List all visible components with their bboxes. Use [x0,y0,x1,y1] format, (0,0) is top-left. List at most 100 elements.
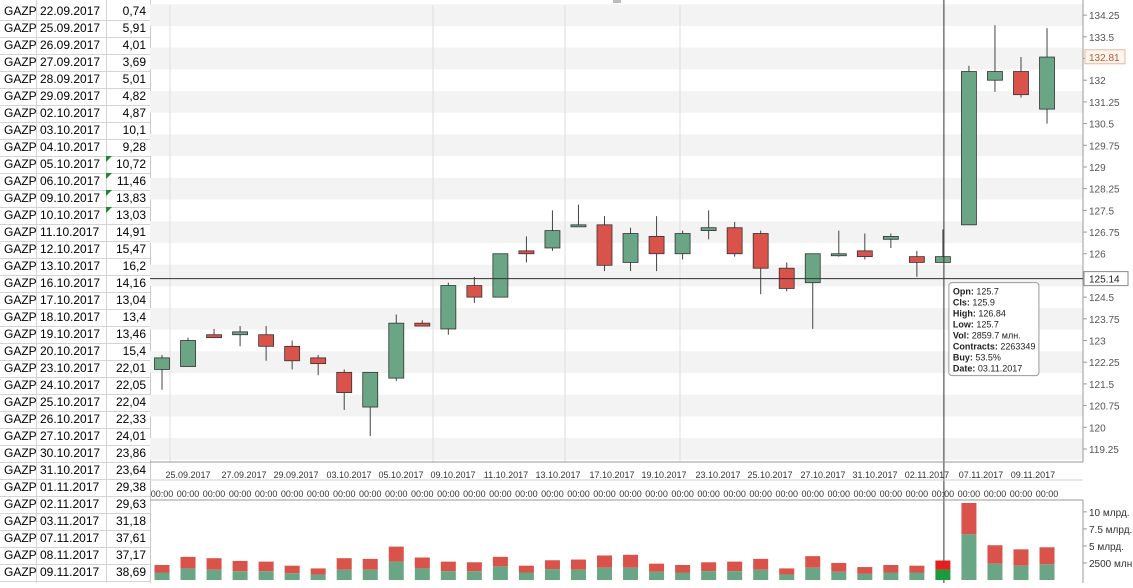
volume-bar-buy [727,571,743,580]
chart-canvas[interactable]: 119.25 120 120.75 121.5 122.25 123 123.75 124.5… [150,0,1133,583]
sheet-row[interactable]: GAZP 26.09.2017 4,01 [0,37,150,55]
sheet-row[interactable]: GAZP 17.10.2017 13,04 [0,292,150,310]
volume-bar-buy [909,572,925,580]
date-cell: 28.09.2017 [40,72,101,86]
ticker-cell: GAZP [4,395,37,409]
volume-bar-buy [388,561,404,580]
sheet-row[interactable]: GAZP 29.09.2017 4,82 [0,88,150,106]
sheet-row[interactable]: GAZP 02.11.2017 29,63 [0,496,150,514]
ticker-cell: GAZP [4,497,37,511]
grid-band [150,438,1083,460]
sheet-row[interactable]: GAZP 03.11.2017 31,18 [0,513,150,531]
time-tick-label: 00:00 [854,489,877,499]
volume-bar-sell [440,561,456,572]
candle-up [492,253,509,298]
volume-bar-buy [570,569,586,580]
candle-down [908,256,925,263]
time-tick-label: 00:00 [828,489,851,499]
volume-bar-sell [701,562,717,572]
ticker-cell: GAZP [4,174,37,188]
sheet-row[interactable]: GAZP 18.10.2017 13,4 [0,309,150,327]
volume-bar-buy [883,572,899,580]
sheet-row[interactable]: GAZP 20.10.2017 15,4 [0,343,150,361]
ticker-cell: GAZP [4,157,37,171]
sheet-row[interactable]: GAZP 30.10.2017 23,86 [0,445,150,463]
candlestick-chart[interactable]: 119.25 120 120.75 121.5 122.25 123 123.75 124.5… [150,0,1133,583]
date-cell: 09.10.2017 [40,191,101,205]
price-tick-label: 133.5 [1089,33,1114,44]
price-tick-label: 123.75 [1089,315,1120,326]
sheet-row[interactable]: GAZP 11.10.2017 14,91 [0,224,150,242]
candle-up [674,233,691,255]
volume-bar-buy [258,571,274,580]
grid-band [150,134,1083,157]
sheet-row[interactable]: GAZP 26.10.2017 22,33 [0,411,150,429]
date-cell: 02.11.2017 [40,497,100,511]
grid-band [150,47,1083,70]
volume-bar-buy [857,573,873,580]
ticker-cell: GAZP [4,548,37,562]
volume-bar-sell [649,563,665,572]
grid-band [150,4,1083,26]
sheet-row[interactable]: GAZP 16.10.2017 14,16 [0,275,150,293]
sheet-row[interactable]: GAZP 05.10.2017 10,72 [0,156,150,174]
sheet-row[interactable]: GAZP 25.09.2017 5,91 [0,20,150,38]
sheet-row[interactable]: GAZP 06.10.2017 11,46 [0,173,150,191]
sheet-row[interactable]: GAZP 22.09.2017 0,74 [0,3,150,21]
time-tick-label: 00:00 [359,489,382,499]
time-tick-label: 00:00 [697,489,720,499]
ticker-cell: GAZP [4,463,37,477]
volume-bar-buy [310,574,326,580]
volume-bar-sell [805,556,821,568]
volume-bar-buy [935,569,951,580]
sheet-row[interactable]: GAZP 24.10.2017 22,05 [0,377,150,395]
sheet-row[interactable]: GAZP 10.10.2017 13,03 [0,207,150,225]
sheet-row[interactable]: GAZP 09.11.2017 38,69 [0,564,150,582]
volume-bar-sell [675,565,691,573]
sheet-row[interactable]: GAZP 07.11.2017 37,61 [0,530,150,548]
time-tick-label: 00:00 [1036,489,1059,499]
sheet-row[interactable]: GAZP 02.10.2017 4,87 [0,105,150,123]
sheet-row[interactable]: GAZP 27.10.2017 24,01 [0,428,150,446]
tooltip-value: 03.11.2017 [975,364,1022,374]
candle-up [570,224,587,228]
date-tick-label: 07.11.2017 [959,470,1003,480]
sheet-row[interactable]: GAZP 13.10.2017 16,2 [0,258,150,276]
time-tick-label: 00:00 [1010,489,1033,499]
spreadsheet[interactable]: GAZP 22.09.2017 0,74 GAZP 25.09.2017 5,91 GAZP… [0,0,151,583]
time-tick-label: 00:00 [775,489,798,499]
sheet-row[interactable]: GAZP 01.11.2017 29,38 [0,479,150,497]
column-divider [36,0,37,583]
volume-tick-label: 2500 млн. [1089,559,1133,570]
volume-bar-buy [831,571,847,580]
time-tick-label: 00:00 [749,489,772,499]
sheet-row[interactable]: GAZP 23.10.2017 22,01 [0,360,150,378]
ticker-cell: GAZP [4,565,37,579]
date-cell: 30.10.2017 [40,446,101,460]
cell-comment-flag-icon [106,173,112,179]
time-tick-label: 00:00 [880,489,903,499]
sheet-row[interactable]: GAZP 12.10.2017 15,47 [0,241,150,259]
sheet-row[interactable]: GAZP 28.09.2017 5,01 [0,71,150,89]
tooltip-line: Contracts: 2263349 [953,342,1036,352]
sheet-row[interactable]: GAZP 27.09.2017 3,69 [0,54,150,72]
last-price-tag [1084,49,1126,65]
volume-bar-buy [154,572,170,580]
candle-down [258,334,275,347]
value-cell: 3,69 [122,55,146,69]
volume-bar-sell [544,560,560,570]
ticker-cell: GAZP [4,344,37,358]
sheet-row[interactable]: GAZP 31.10.2017 23,64 [0,462,150,480]
volume-bar-sell [1013,549,1029,566]
tooltip-line: High: 126.84 [953,309,1006,319]
sheet-row[interactable]: GAZP 04.10.2017 9,28 [0,139,150,157]
sheet-row[interactable]: GAZP 03.10.2017 10,1 [0,122,150,140]
tooltip-value: 53.5% [973,353,1001,363]
price-tick-label: 129.75 [1089,141,1120,152]
sheet-row[interactable]: GAZP 19.10.2017 13,46 [0,326,150,344]
sheet-row[interactable]: GAZP 08.11.2017 37,17 [0,547,150,565]
date-cell: 31.10.2017 [40,463,101,477]
volume-bar-buy [284,573,300,580]
sheet-row[interactable]: GAZP 09.10.2017 13,83 [0,190,150,208]
sheet-row[interactable]: GAZP 25.10.2017 22,04 [0,394,150,412]
